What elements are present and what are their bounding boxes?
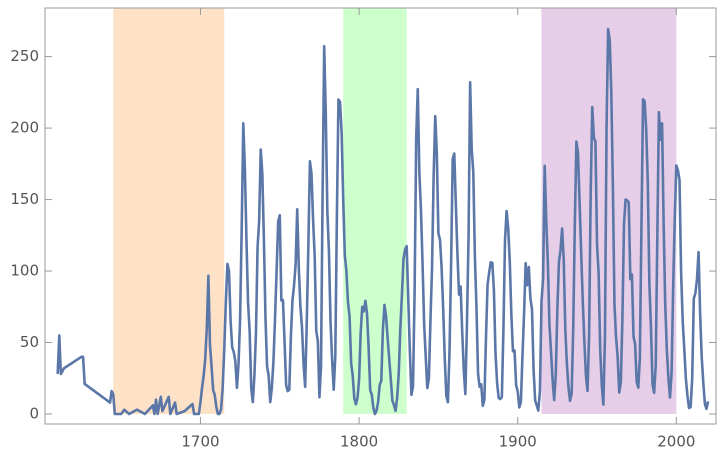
y-tick-label: 250 bbox=[10, 47, 39, 65]
shaded-region bbox=[541, 8, 677, 414]
y-tick-label: 150 bbox=[10, 190, 39, 208]
x-tick-label: 1700 bbox=[181, 433, 219, 451]
x-tick-label: 1900 bbox=[499, 433, 537, 451]
y-tick-label: 100 bbox=[10, 262, 39, 280]
shaded-region bbox=[113, 8, 225, 414]
frame bbox=[44, 7, 717, 425]
x-tick-label: 1800 bbox=[340, 433, 378, 451]
y-tick-label: 200 bbox=[10, 119, 39, 137]
x-tick-label: 2000 bbox=[657, 433, 695, 451]
y-tick-label: 50 bbox=[20, 333, 39, 351]
series-line bbox=[56, 27, 710, 416]
y-tick-label: 0 bbox=[29, 404, 39, 422]
shaded-region bbox=[343, 8, 407, 414]
